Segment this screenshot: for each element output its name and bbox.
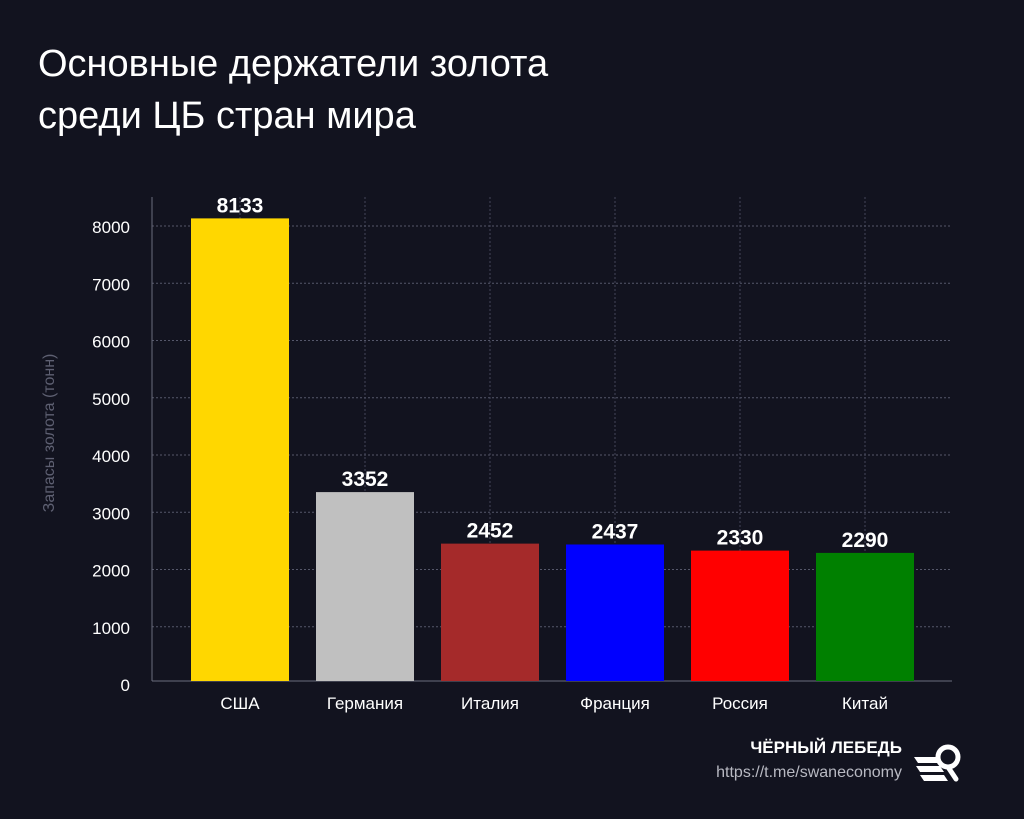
y-tick-label: 6000: [92, 333, 130, 352]
x-tick-label: Китай: [842, 694, 888, 713]
title-line-2: среди ЦБ стран мира: [38, 95, 416, 137]
bar-5: [816, 552, 914, 681]
data-label: 2290: [842, 529, 889, 552]
y-tick-label: 2000: [92, 562, 130, 581]
data-label: 8133: [217, 194, 264, 217]
bar-1: [316, 492, 414, 681]
swan-logo-icon: [914, 744, 961, 782]
y-tick-label: 8000: [92, 218, 130, 237]
data-label: 2437: [592, 520, 639, 543]
y-tick-label: 0: [121, 676, 130, 695]
x-tick-label: Франция: [580, 694, 650, 713]
bar-3: [566, 544, 664, 681]
data-label: 2330: [717, 527, 764, 550]
data-label: 3352: [342, 468, 389, 491]
brand-block: ЧЁРНЫЙ ЛЕБЕДЬ https://t.me/swaneconomy: [716, 738, 902, 782]
brand-name: ЧЁРНЫЙ ЛЕБЕДЬ: [750, 738, 902, 757]
x-tick-label: Россия: [712, 694, 768, 713]
y-tick-label: 4000: [92, 447, 130, 466]
bar-2: [441, 543, 539, 681]
y-tick-label: 5000: [92, 390, 130, 409]
y-axis-label: Запасы золота (тонн): [41, 354, 58, 513]
x-tick-label: Италия: [461, 694, 519, 713]
x-tick-label: Германия: [327, 694, 403, 713]
bar-0: [191, 218, 289, 682]
y-tick-label: 1000: [92, 619, 130, 638]
brand-url[interactable]: https://t.me/swaneconomy: [716, 764, 902, 781]
data-label: 2452: [467, 520, 514, 543]
chart-title: Основные держатели золота среди ЦБ стран…: [38, 38, 548, 142]
y-tick-label: 3000: [92, 504, 130, 523]
x-tick-label: США: [220, 694, 260, 713]
title-line-1: Основные держатели золота: [38, 43, 549, 85]
bar-4: [691, 550, 789, 681]
y-tick-label: 7000: [92, 275, 130, 294]
